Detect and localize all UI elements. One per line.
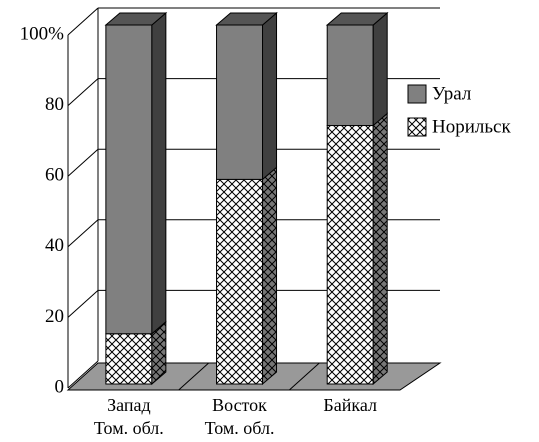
x-tick-label: Байкал (323, 395, 377, 415)
bar (105, 24, 153, 335)
floor-divider (288, 362, 320, 391)
x-tick-label: Восток Том. обл. (204, 395, 275, 438)
y-tick-label: 0 (55, 376, 65, 397)
bar-top (325, 12, 389, 26)
y-tick-label: 60 (45, 165, 64, 186)
bar-top (104, 12, 168, 26)
y-tick-label: 80 (45, 94, 64, 115)
bar (105, 333, 153, 385)
y-tick-label: 100% (20, 23, 65, 44)
grid-diagonal (67, 360, 99, 389)
bar-side (151, 11, 167, 335)
bar-side (262, 11, 278, 181)
grid-diagonal (67, 219, 99, 248)
bar-top (215, 12, 278, 26)
bar (216, 178, 264, 385)
grid-diagonal (67, 78, 99, 106)
legend-swatch (407, 117, 427, 137)
bar (326, 125, 374, 385)
bar (216, 24, 264, 180)
legend-swatch (407, 84, 427, 104)
bar (326, 24, 374, 127)
bar-side (262, 166, 278, 386)
floor-divider (178, 362, 210, 391)
y-tick-label: 20 (45, 306, 64, 327)
grid-diagonal (67, 7, 99, 36)
y-tick-label: 40 (45, 235, 64, 256)
bar-side (372, 11, 388, 127)
legend-label: Норильск (432, 116, 511, 137)
legend-label: Урал (432, 83, 472, 104)
x-tick-label: Запад Том. обл. (93, 395, 164, 438)
grid-diagonal (67, 290, 99, 318)
grid-diagonal (67, 148, 99, 177)
bar-side (372, 112, 388, 386)
